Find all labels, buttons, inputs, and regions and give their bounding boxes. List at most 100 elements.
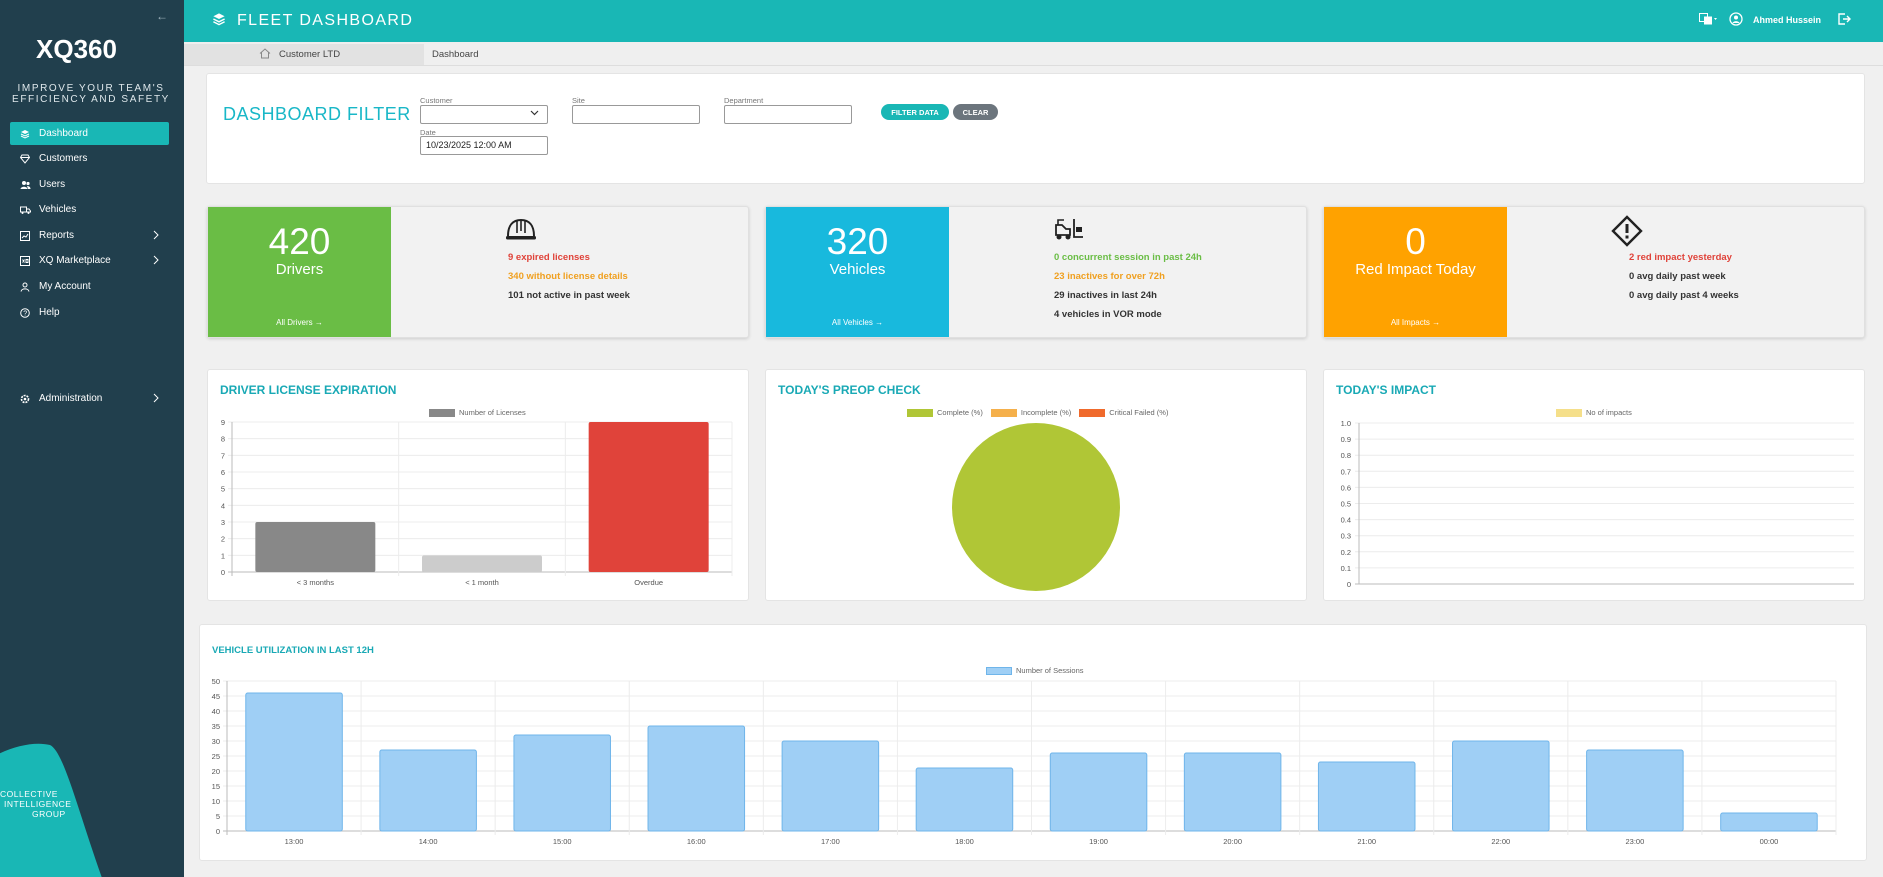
concurrent-sessions: 0 concurrent session in past 24h [1054,252,1202,263]
y-tick-label: 7 [221,451,225,460]
chart-title: DRIVER LICENSE EXPIRATION [220,383,397,397]
bar [379,749,477,832]
sidebar-item-my-account[interactable]: My Account [10,275,169,298]
vehicles-label: Vehicles [829,261,886,278]
sidebar-item-customers[interactable]: Customers [10,147,169,170]
breadcrumb-page: Dashboard [424,44,478,65]
y-tick-label: 0.6 [1341,483,1351,492]
vehicles-count: 320 [826,221,889,262]
sidebar-item-label: XQ Marketplace [39,255,111,266]
y-tick-label: 0.1 [1341,564,1351,573]
vehicles-card: 320 Vehicles All Vehicles → 0 concurrent… [765,206,1307,338]
user-name[interactable]: Ahmed Hussein [1752,15,1821,25]
sidebar-item-xq-marketplace[interactable]: XQ Marketplace [10,249,169,272]
all-vehicles-link[interactable]: All Vehicles → [831,318,884,327]
y-tick-label: 40 [212,707,220,716]
y-tick-label: 50 [212,677,220,686]
chart-title: TODAY'S IMPACT [1336,383,1436,397]
bar [1183,752,1282,832]
language-icon[interactable] [1698,13,1717,27]
sidebar-item-label: Dashboard [39,128,88,139]
clear-button[interactable]: CLEAR [953,104,998,120]
legend-label: Number of Sessions [1016,666,1084,675]
hard-hat-icon [505,217,537,246]
help-icon: ? [15,307,35,318]
breadcrumb-page-label: Dashboard [432,49,479,60]
date-input[interactable]: 10/23/2025 12:00 AM [420,136,548,155]
bar [1452,740,1550,832]
sidebar-item-help[interactable]: ? Help [10,301,169,324]
sidebar-item-label: My Account [39,281,91,292]
y-tick-label: 45 [212,692,220,701]
home-icon [259,47,279,62]
svg-text:XQ360: XQ360 [36,34,117,64]
sidebar-item-administration[interactable]: Administration [10,387,169,410]
layers-icon [15,129,35,139]
sidebar-item-label: Vehicles [39,204,77,215]
chart-legend: Complete (%) Incomplete (%) Critical Fai… [907,408,1168,417]
sidebar-item-dashboard[interactable]: Dashboard [10,122,169,145]
y-tick-label: 0.4 [1341,516,1351,525]
breadcrumb-customer-label: Customer LTD [279,49,341,60]
collective-intelligence-group-logo: COLLECTIVE INTELLIGENCE GROUP [0,789,72,819]
customer-select[interactable] [420,105,548,124]
warning-diamond-icon [1611,215,1643,252]
y-tick-label: 0.3 [1341,532,1351,541]
y-tick-label: 9 [221,418,225,427]
y-tick-label: 0.8 [1341,451,1351,460]
drivers-not-active: 101 not active in past week [508,290,630,301]
sidebar-item-label: Reports [39,230,75,241]
y-tick-label: 1.0 [1341,419,1351,428]
chevron-right-icon [153,230,159,243]
driver-license-chart-panel: DRIVER LICENSE EXPIRATION Number of Lice… [207,369,749,601]
x-tick-label: 18:00 [955,837,974,846]
x-tick-label: Overdue [634,578,663,587]
site-select[interactable] [572,105,700,124]
chart-legend: Number of Licenses [429,408,526,417]
y-tick-label: 35 [212,722,220,731]
sidebar-item-vehicles[interactable]: Vehicles [10,198,169,221]
y-tick-label: 8 [221,435,225,444]
sidebar-item-users[interactable]: Users [10,173,169,196]
todays-impact-chart: 1.0 0.9 0.8 0.7 0.6 0.5 0.4 0.3 0.2 0.1 0 [1341,419,1854,589]
sidebar: ← XQ360 IMPROVE YOUR TEAM'S EFFICIENCY A… [0,0,184,877]
x-tick-label: 21:00 [1357,837,1376,846]
sidebar-item-label: Administration [39,393,103,404]
y-tick-label: 0.2 [1341,548,1351,557]
x-tick-label: 15:00 [553,837,572,846]
vehicles-vor: 4 vehicles in VOR mode [1054,309,1162,320]
chart-legend: Number of Sessions [986,666,1084,675]
chart-title: VEHICLE UTILIZATION IN LAST 12H [212,645,374,656]
all-drivers-link[interactable]: All Drivers → [276,318,323,327]
filter-data-button[interactable]: FILTER DATA [881,104,949,120]
collapse-sidebar-icon[interactable]: ← [156,9,168,23]
xq360-logo: XQ360 [36,34,117,64]
breadcrumb-customer[interactable]: Customer LTD [184,44,424,65]
x-tick-label: 00:00 [1760,837,1779,846]
layers-icon [212,12,226,31]
sidebar-item-label: Help [39,307,60,318]
x-tick-label: 19:00 [1089,837,1108,846]
y-tick-label: 10 [212,797,220,806]
site-label: Site [572,96,585,105]
user-avatar-icon[interactable] [1729,12,1743,28]
department-select[interactable] [724,105,852,124]
vehicles-summary: 320 Vehicles All Vehicles → [766,207,949,337]
bar [1720,812,1818,832]
y-tick-label: 20 [212,767,220,776]
all-impacts-link[interactable]: All Impacts → [1390,318,1441,327]
y-tick-label: 6 [221,468,225,477]
avg-daily-4weeks: 0 avg daily past 4 weeks [1629,290,1739,301]
user-icon [15,282,35,292]
inactives-24h: 29 inactives in last 24h [1054,290,1157,301]
legend-label: No of impacts [1586,408,1632,417]
y-tick-label: 0 [221,568,225,577]
bar [647,725,746,832]
x-tick-label: 22:00 [1491,837,1510,846]
bar [915,767,1014,832]
logout-icon[interactable] [1837,12,1851,28]
department-label: Department [724,96,764,105]
sidebar-item-reports[interactable]: Reports [10,224,169,247]
bar [1317,761,1416,832]
